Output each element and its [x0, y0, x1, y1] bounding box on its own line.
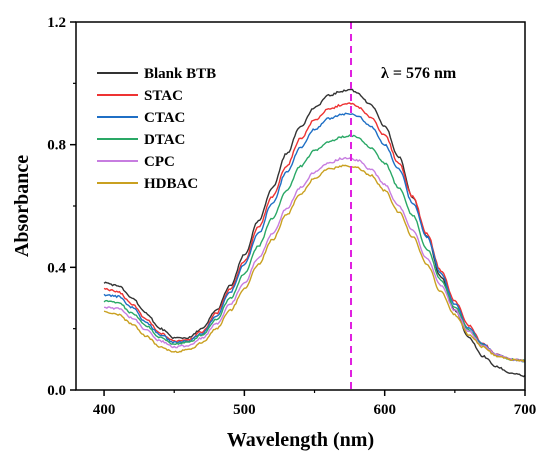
series-line-hdbac: [103, 164, 526, 363]
series-line-ctac: [103, 112, 526, 363]
legend-label-ctac: CTAC: [144, 110, 185, 126]
y-tick-label: 0.8: [47, 138, 66, 154]
legend-label-cpc: CPC: [144, 154, 175, 170]
series-line-cpc: [103, 156, 526, 363]
x-tick-label: 500: [233, 402, 256, 418]
y-axis-label: Absorbance: [11, 155, 33, 257]
peak-annotation: λ = 576 nm: [381, 65, 457, 82]
y-tick-label: 1.2: [47, 15, 66, 31]
legend-label-stac: STAC: [144, 88, 183, 104]
y-tick-label: 0.4: [47, 260, 66, 276]
series-line-stac: [103, 102, 526, 362]
y-tick-label: 0.0: [47, 383, 66, 399]
legend-label-blank-btb: Blank BTB: [144, 66, 216, 82]
legend-label-dtac: DTAC: [144, 132, 185, 148]
x-tick-label: 700: [514, 402, 537, 418]
legend-label-hdbac: HDBAC: [144, 176, 198, 192]
x-tick-label: 400: [93, 402, 116, 418]
x-axis-label: Wavelength (nm): [227, 429, 374, 451]
legend: Blank BTB STAC CTAC DTAC CPC HDBAC: [97, 66, 216, 192]
series-line-dtac: [103, 134, 526, 363]
x-tick-label: 600: [373, 402, 396, 418]
